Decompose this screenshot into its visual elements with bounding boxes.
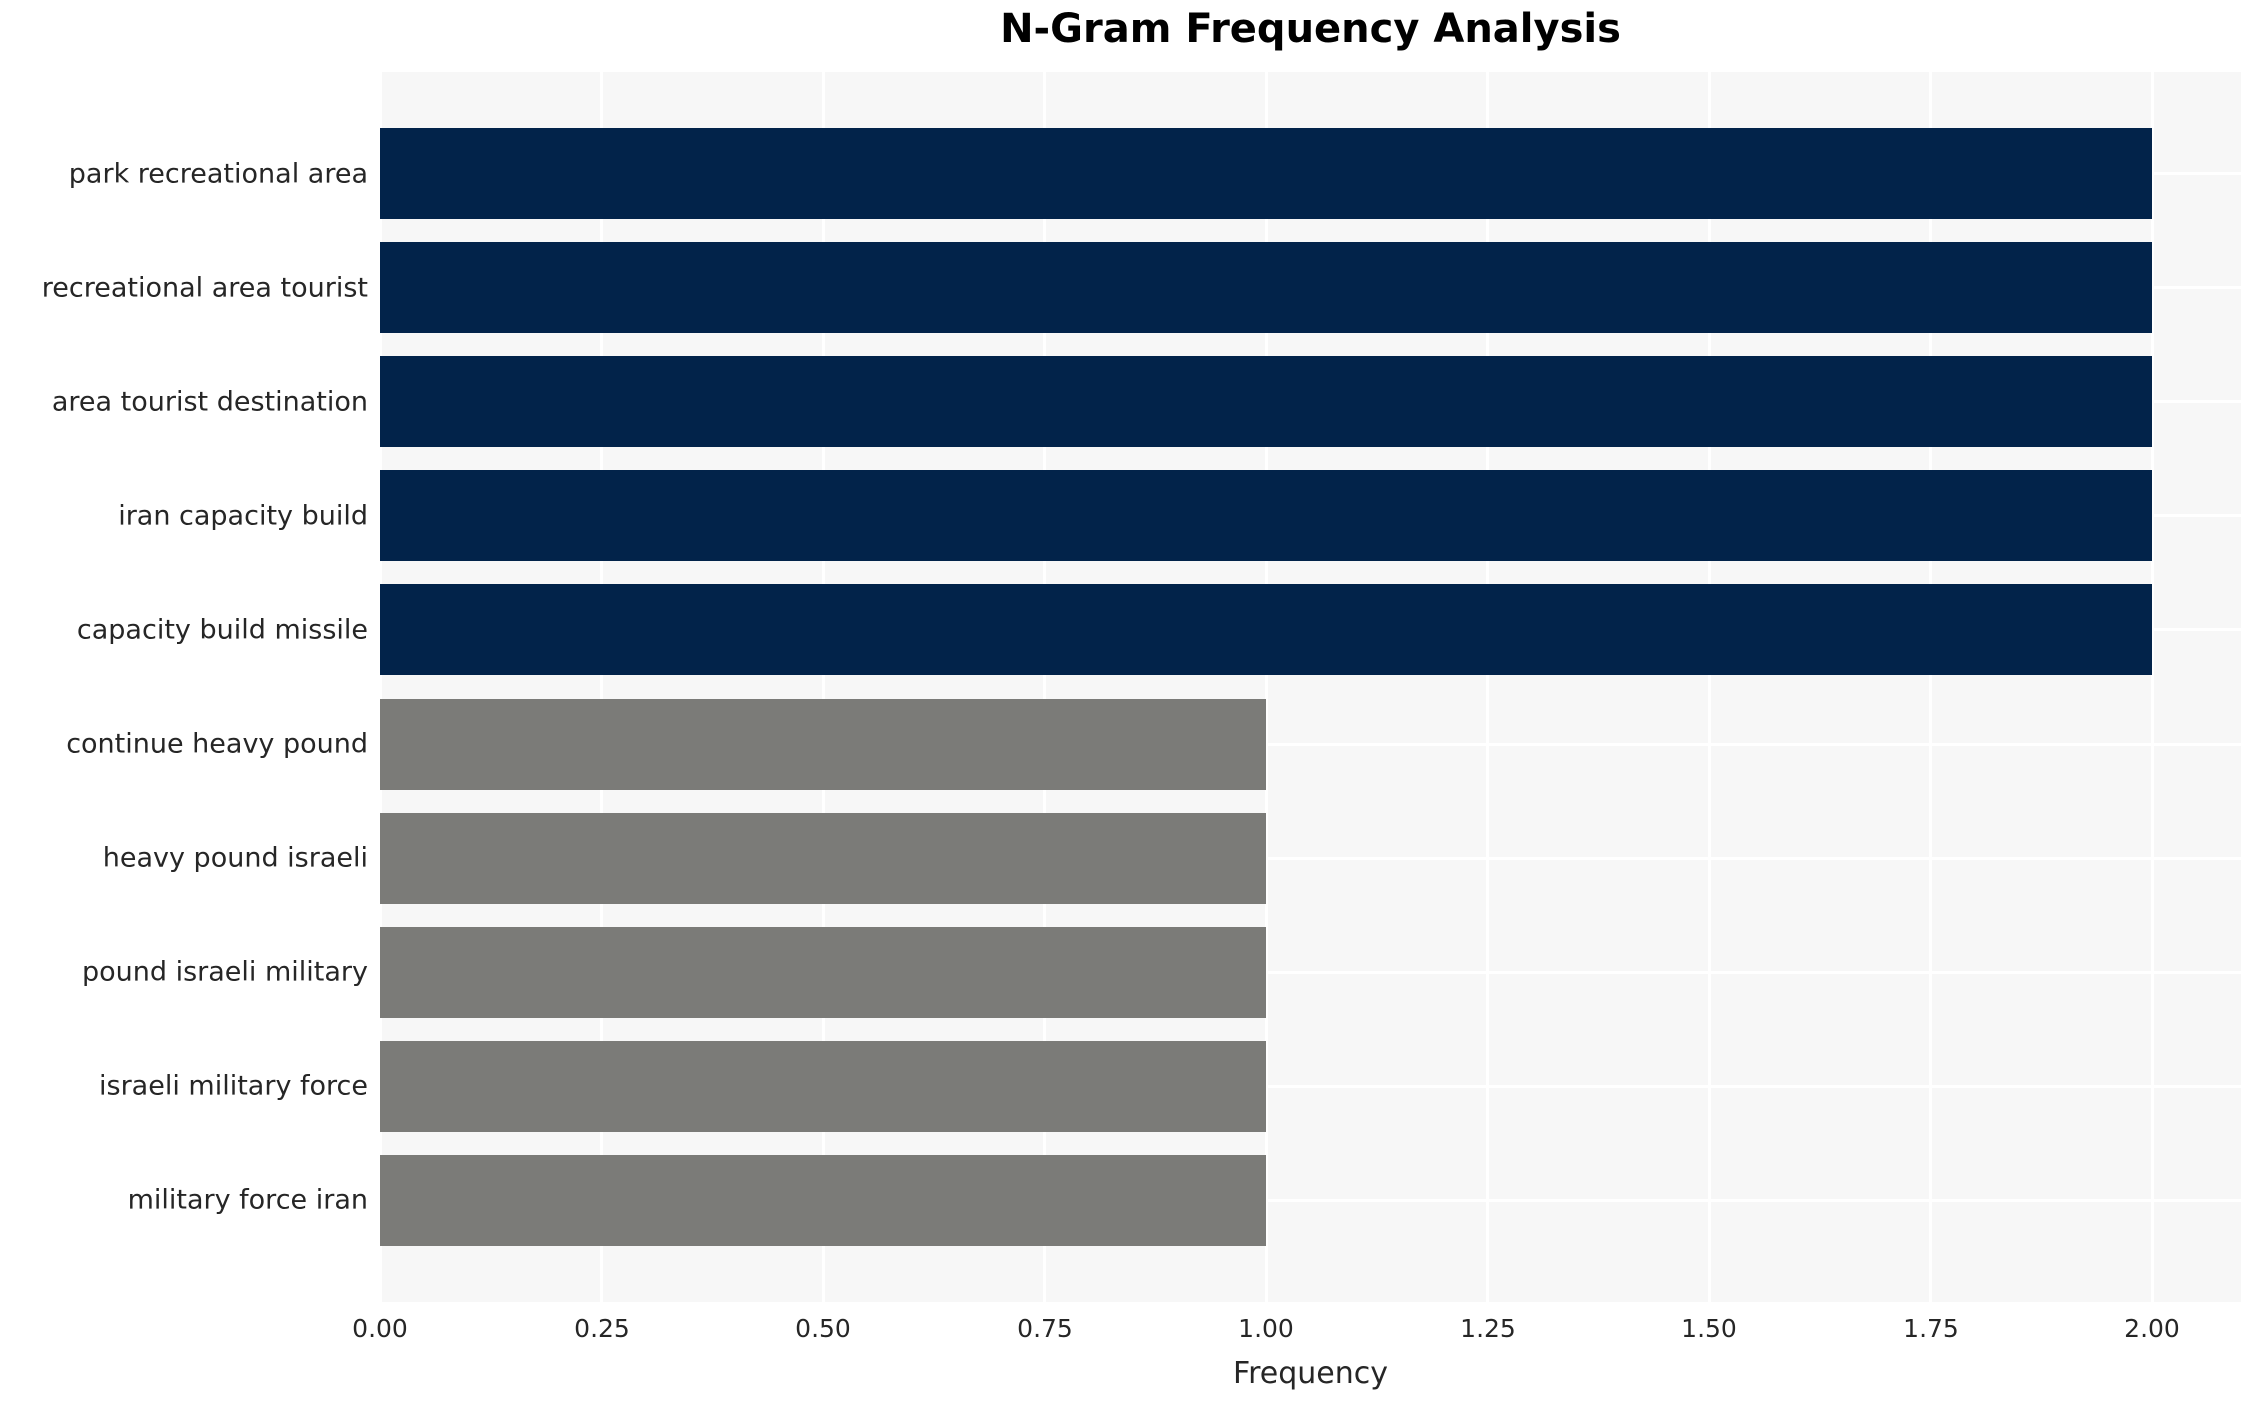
bar-israeli-military-force (380, 1041, 1266, 1132)
y-tick-label-area-tourist-destination: area tourist destination (51, 386, 368, 418)
bar-park-recreational-area (380, 128, 2152, 219)
y-tick-label-military-force-iran: military force iran (127, 1184, 368, 1216)
gridline-vertical-1.25 (1486, 72, 1489, 1302)
x-tick-label-1.25: 1.25 (1460, 1314, 1516, 1343)
y-tick-label-park-recreational-area: park recreational area (68, 158, 368, 190)
bar-continue-heavy-pound (380, 699, 1266, 790)
gridline-vertical-0.25 (600, 72, 603, 1302)
x-tick-label-2.00: 2.00 (2124, 1314, 2180, 1343)
y-tick-label-israeli-military-force: israeli military force (99, 1070, 368, 1102)
x-tick-label-0.00: 0.00 (352, 1314, 408, 1343)
gridline-vertical-1.5 (1708, 72, 1711, 1302)
x-tick-label-1.75: 1.75 (1903, 1314, 1959, 1343)
x-tick-label-1.00: 1.00 (1238, 1314, 1294, 1343)
gridline-vertical-0.5 (822, 72, 825, 1302)
y-tick-label-recreational-area-tourist: recreational area tourist (41, 272, 368, 304)
x-tick-label-0.75: 0.75 (1017, 1314, 1073, 1343)
y-tick-label-continue-heavy-pound: continue heavy pound (66, 728, 368, 760)
bar-area-tourist-destination (380, 356, 2152, 447)
gridline-vertical-0.75 (1043, 72, 1046, 1302)
bar-heavy-pound-israeli (380, 813, 1266, 904)
gridline-horizontal-5 (380, 743, 2241, 746)
x-tick-label-0.25: 0.25 (574, 1314, 630, 1343)
x-tick-label-1.50: 1.50 (1681, 1314, 1737, 1343)
bar-recreational-area-tourist (380, 242, 2152, 333)
plot-area (380, 72, 2241, 1302)
gridline-vertical-1.75 (1929, 72, 1932, 1302)
gridline-horizontal-8 (380, 1085, 2241, 1088)
gridline-vertical-2 (2151, 72, 2154, 1302)
gridline-horizontal-7 (380, 971, 2241, 974)
chart-title: N-Gram Frequency Analysis (1000, 6, 1621, 52)
bar-iran-capacity-build (380, 470, 2152, 561)
gridline-vertical-0 (380, 72, 382, 1302)
y-tick-label-heavy-pound-israeli: heavy pound israeli (102, 842, 368, 874)
y-tick-label-pound-israeli-military: pound israeli military (81, 956, 368, 988)
bar-pound-israeli-military (380, 927, 1266, 1018)
x-axis-title: Frequency (1233, 1356, 1388, 1391)
bar-capacity-build-missile (380, 584, 2152, 675)
y-tick-label-iran-capacity-build: iran capacity build (118, 500, 368, 532)
gridline-vertical-1 (1265, 72, 1268, 1302)
gridline-horizontal-6 (380, 857, 2241, 860)
gridline-horizontal-9 (380, 1199, 2241, 1202)
x-tick-label-0.50: 0.50 (795, 1314, 851, 1343)
y-tick-label-capacity-build-missile: capacity build missile (76, 614, 368, 646)
bar-military-force-iran (380, 1155, 1266, 1246)
